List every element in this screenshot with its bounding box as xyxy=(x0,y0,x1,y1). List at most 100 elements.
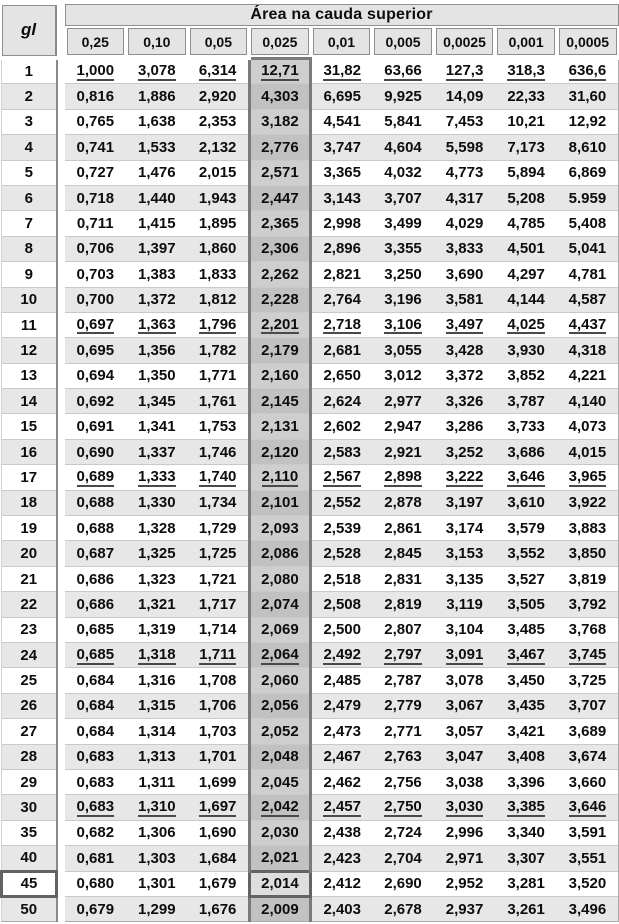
value: 3,883 xyxy=(568,519,607,537)
table-row: 28 0,683 1,313 1,701 2,048 2,467 2,763 3,047 3,4… xyxy=(1,743,619,770)
value: 1,356 xyxy=(138,341,176,359)
column-header-box: 0,005 xyxy=(374,28,432,55)
value-cell: 2,681 xyxy=(310,337,373,364)
table-title-cell: Área na cauda superior xyxy=(64,3,619,27)
value-cell: 4,541 xyxy=(310,108,373,135)
gutter xyxy=(56,718,65,745)
header-gutter xyxy=(56,3,65,59)
value-cell: 2,756 xyxy=(372,768,434,795)
value-cell: 1,706 xyxy=(187,692,250,719)
column-header: 0,001 xyxy=(495,27,557,59)
value: 5,841 xyxy=(384,113,422,131)
value-cell: 2,306 xyxy=(247,235,313,262)
value: 3,385 xyxy=(507,798,545,817)
value-cell: 0,682 xyxy=(64,819,127,846)
value: 2,787 xyxy=(384,672,422,690)
gutter xyxy=(56,160,65,186)
value-cell: 1,000 xyxy=(64,56,127,84)
value-cell: 0,816 xyxy=(64,83,127,110)
value-cell: 3,340 xyxy=(495,819,557,846)
value: 2,763 xyxy=(384,748,422,766)
value-cell: 2,678 xyxy=(372,895,434,923)
value: 1,341 xyxy=(138,418,176,436)
value-cell: 3,250 xyxy=(372,261,434,288)
value: 2,086 xyxy=(261,545,299,563)
value: 4,604 xyxy=(384,138,422,156)
value: 3,579 xyxy=(507,519,545,537)
value-cell: 3,396 xyxy=(495,768,557,795)
value: 1,321 xyxy=(138,595,176,613)
value-cell: 2,110 xyxy=(247,464,313,491)
value-cell: 2,996 xyxy=(433,819,496,846)
value-cell: 3,385 xyxy=(495,794,557,821)
gutter xyxy=(56,871,65,897)
value-cell: 4,144 xyxy=(495,286,557,313)
value-cell: 2,080 xyxy=(247,565,313,592)
gutter xyxy=(56,439,65,465)
value: 1,333 xyxy=(138,468,176,487)
value-cell: 3,527 xyxy=(495,565,557,592)
gutter xyxy=(56,540,65,567)
value-cell: 1,701 xyxy=(187,743,250,770)
gutter xyxy=(56,667,65,694)
value-cell: 0,679 xyxy=(64,895,127,923)
value: 2,779 xyxy=(384,697,422,715)
value-cell: 4,785 xyxy=(495,210,557,237)
value-cell: 4,587 xyxy=(556,286,619,313)
value-cell: 2,921 xyxy=(372,438,434,465)
value: 2,583 xyxy=(323,443,361,461)
gl-cell: 45 xyxy=(0,869,58,898)
value: 3,505 xyxy=(507,595,545,613)
value: 4,781 xyxy=(568,265,607,283)
value: 4,318 xyxy=(568,341,607,359)
value-cell: 2,779 xyxy=(372,692,434,719)
column-header-label: 0,25 xyxy=(81,33,109,50)
value-cell: 2,690 xyxy=(372,870,434,897)
column-header-label: 0,10 xyxy=(143,33,171,50)
column-header-box: 0,025 xyxy=(251,28,309,55)
value: 5.959 xyxy=(568,189,607,207)
value-cell: 0,765 xyxy=(64,108,127,135)
value-cell: 0,691 xyxy=(64,413,127,440)
value: 4,437 xyxy=(568,315,607,335)
value-cell: 0,684 xyxy=(64,692,127,719)
value: 3,143 xyxy=(323,189,361,207)
value: 1,328 xyxy=(138,519,176,537)
value-cell: 3,674 xyxy=(556,743,619,770)
column-header: 0,10 xyxy=(126,27,188,59)
value-cell: 63,66 xyxy=(372,56,434,84)
gutter xyxy=(56,642,65,668)
value: 3,965 xyxy=(568,468,607,487)
value-cell: 2,571 xyxy=(247,159,313,186)
value: 3,250 xyxy=(384,265,422,283)
value-cell: 2,262 xyxy=(247,261,313,288)
gl-cell: 27 xyxy=(1,718,58,745)
value: 2,485 xyxy=(323,672,361,690)
value: 1,325 xyxy=(138,545,176,563)
value-cell: 2,821 xyxy=(310,261,373,288)
value-cell: 2,750 xyxy=(372,794,434,821)
value-cell: 4,317 xyxy=(433,184,496,211)
table-row: 15 0,691 1,341 1,753 2,131 2,602 2,947 3,286 3,7… xyxy=(1,413,619,440)
value-cell: 2,179 xyxy=(247,337,313,364)
table-row: 40 0,681 1,303 1,684 2,021 2,423 2,704 2,971 3,3… xyxy=(1,845,619,871)
value-cell: 3,792 xyxy=(556,591,619,618)
value-cell: 1,708 xyxy=(187,667,250,694)
value: 2,132 xyxy=(198,138,237,156)
table-row: 27 0,684 1,314 1,703 2,052 2,473 2,771 3,057 3,4… xyxy=(1,718,619,745)
value-cell: 3,686 xyxy=(495,438,557,465)
value-cell: 4,140 xyxy=(556,388,619,414)
table-row: 26 0,684 1,315 1,706 2,056 2,479 2,779 3,067 3,4… xyxy=(1,692,619,719)
gutter xyxy=(56,287,65,313)
value-cell: 2,583 xyxy=(310,438,373,465)
value-cell: 0,694 xyxy=(64,362,127,389)
value-cell: 0,688 xyxy=(64,515,127,541)
value: 14,09 xyxy=(445,88,484,106)
value-cell: 0,703 xyxy=(64,261,127,288)
value: 4,317 xyxy=(445,189,484,207)
value-cell: 4,073 xyxy=(556,413,619,440)
value-cell: 1,734 xyxy=(187,489,250,516)
value-cell: 2,069 xyxy=(247,616,313,643)
gl-cell: 12 xyxy=(1,337,58,364)
value-cell: 4,025 xyxy=(495,311,557,338)
